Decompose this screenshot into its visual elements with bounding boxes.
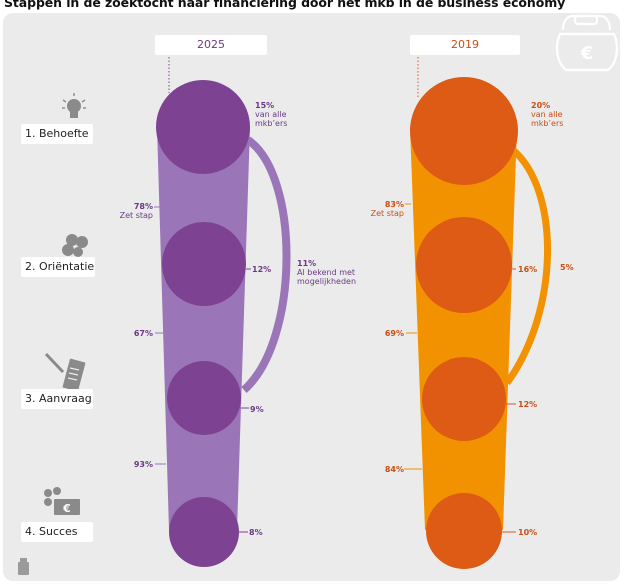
skip-arc-2025 [241, 136, 291, 393]
step-label-2: 2. Oriëntatie [21, 257, 95, 277]
wallet-euro-icon: € [555, 14, 619, 72]
step-label-4: 4. Succes [21, 522, 93, 542]
application-icon [44, 352, 86, 392]
stage-circle-2025-2 [162, 222, 246, 306]
value-label-2019-1: 20% van alle mkb’ers [531, 101, 564, 128]
orientation-icon [62, 234, 88, 257]
step-label-1: 1. Behoefte [21, 124, 93, 144]
conversion-label-2025-1: 78% Zet stap [119, 202, 153, 220]
stage-circle-2025-4 [169, 497, 239, 567]
conversion-label-2019-1: 83% Zet stap [370, 200, 404, 218]
stage-circle-2019-3 [422, 357, 506, 441]
chart-panel [3, 13, 620, 581]
svg-text:€: € [580, 43, 594, 64]
stage-circle-2019-1 [410, 77, 518, 185]
conversion-label-2025-3: 93% [133, 460, 153, 469]
conversion-label-2019-2: 69% [384, 329, 404, 338]
conversion-label-2025-2: 67% [133, 329, 153, 338]
stage-circle-2025-1 [156, 80, 250, 174]
skip-label-2019: 5% [560, 263, 574, 272]
step-label-3: 3. Aanvraag [21, 389, 93, 409]
year-label-2019: 2019 [410, 35, 520, 55]
value-label-2019-4: 10% [518, 528, 538, 537]
year-label-2025: 2025 [155, 35, 267, 55]
value-label-2025-1: 15% van alle mkb’ers [255, 101, 288, 128]
stage-circle-2019-2 [416, 217, 512, 313]
value-label-2019-2: 16% [518, 265, 538, 274]
funnel-body-2025 [157, 127, 250, 530]
money-icon: € [44, 487, 80, 515]
lightbulb-icon [62, 93, 86, 118]
funnel-body-2019 [410, 127, 517, 530]
svg-text:€: € [62, 502, 71, 515]
skip-arc-2019 [504, 147, 552, 386]
value-label-2025-2: 12% [252, 265, 272, 274]
conversion-label-2019-3: 84% [384, 465, 404, 474]
source-logo-icon [18, 558, 29, 575]
value-label-2019-3: 12% [518, 400, 538, 409]
stage-circle-2019-4 [426, 493, 502, 569]
value-label-2025-4: 8% [249, 528, 263, 537]
chart-title: Stappen in de zoektocht naar financierin… [4, 0, 566, 10]
skip-label-2025: 11% Al bekend met mogelijkheden [297, 259, 357, 286]
stage-circle-2025-3 [167, 361, 241, 435]
value-label-2025-3: 9% [250, 405, 264, 414]
